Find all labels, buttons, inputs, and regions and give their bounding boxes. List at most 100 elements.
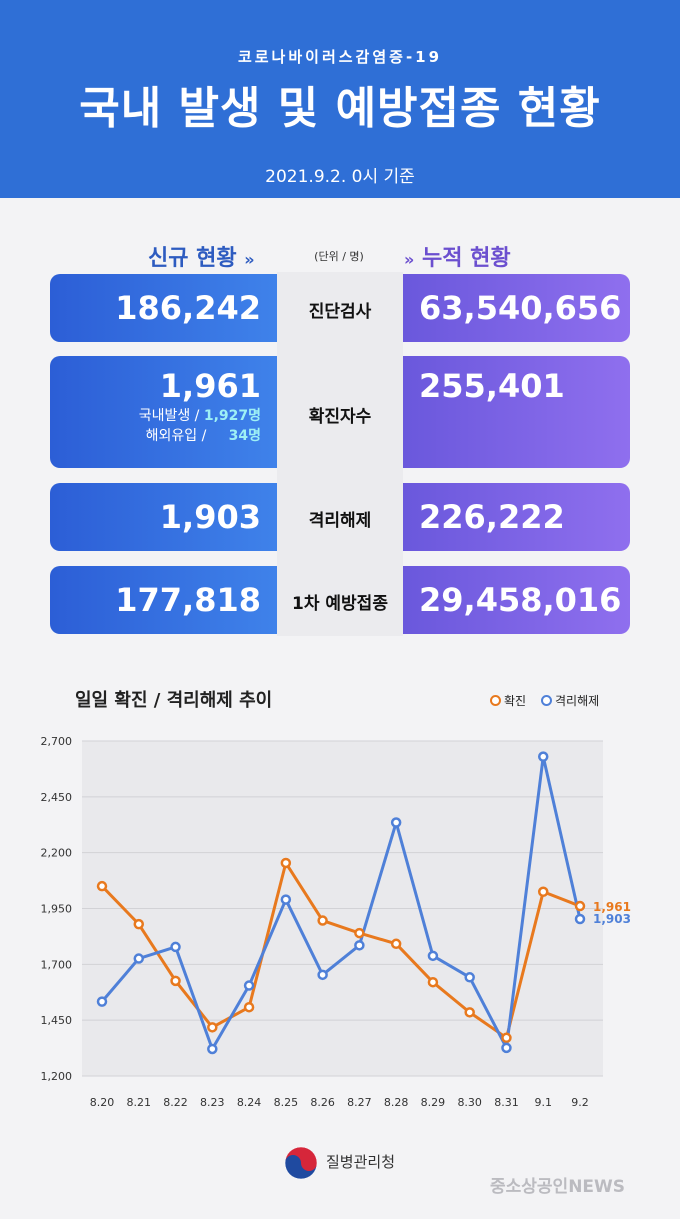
total-vaccination-value: 29,458,016 [419,581,622,619]
x-tick-label: 8.31 [494,1096,519,1109]
data-point-confirmed [464,1007,475,1018]
total-tests-card: 63,540,656 [403,274,630,342]
y-tick-label: 1,950 [41,903,73,916]
x-tick-label: 8.30 [457,1096,482,1109]
legend-confirmed-label: 확진 [504,694,527,708]
total-released-card: 226,222 [403,483,630,551]
label-column [277,272,403,636]
y-tick-label: 1,200 [41,1070,73,1083]
data-point-confirmed [537,886,549,897]
x-tick-label: 8.28 [384,1096,409,1109]
row-label-confirmed: 확진자수 [308,407,372,427]
domestic-breakdown: 국내발생 / 1,927명 [50,406,261,426]
series-line-confirmed [100,861,581,1040]
row-label-released: 격리해제 [308,511,372,531]
footer-org: 질병관리청 [326,1153,396,1171]
data-point-confirmed [390,938,402,950]
total-vaccination-card: 29,458,016 [403,566,630,634]
x-tick-label: 8.29 [421,1096,446,1109]
chart-title: 일일 확진 / 격리해제 추이 [75,690,273,711]
x-tick-label: 8.26 [310,1096,335,1109]
overseas-label: 해외유입 / [145,428,207,444]
data-point-confirmed [170,975,181,987]
data-point-released [464,972,475,983]
data-point-confirmed [317,915,328,926]
data-point-confirmed [133,918,145,930]
x-tick-label: 8.23 [200,1096,225,1109]
data-point-released [501,1042,512,1054]
new-confirmed-card: 1,961 국내발생 / 1,927명 해외유입 / 34명 [50,356,277,468]
data-point-confirmed [280,857,292,869]
x-tick-label: 8.22 [163,1096,188,1109]
total-confirmed-value: 255,401 [419,367,565,405]
new-tests-value: 186,242 [115,289,261,327]
total-confirmed-card: 255,401 [403,356,630,468]
new-vaccination-card: 177,818 [50,566,277,634]
government-emblem-icon [284,1146,318,1180]
x-tick-label: 8.20 [90,1096,115,1109]
x-tick-label: 9.1 [534,1096,552,1109]
data-point-confirmed [96,880,108,892]
domestic-value: 1,927명 [203,408,261,424]
x-tick-label: 8.25 [274,1096,299,1109]
header-date: 2021.9.2. 0시 기준 [265,167,415,187]
data-point-released [427,950,439,962]
row-label-vaccination: 1차 예방접종 [292,594,388,614]
data-point-confirmed [427,976,439,988]
data-point-confirmed [354,927,365,939]
y-tick-label: 2,200 [41,847,73,860]
data-point-released [354,940,365,951]
unit-label: (단위 / 명) [314,250,364,263]
new-vaccination-value: 177,818 [115,581,261,619]
total-tests-value: 63,540,656 [419,289,622,327]
page-title: 국내 발생 및 예방접종 현황 [79,83,601,134]
plot-area [82,741,603,1076]
domestic-label: 국내발생 / [138,408,200,424]
row-label-tests: 진단검사 [308,302,372,322]
data-point-confirmed [207,1022,218,1033]
legend-confirmed: 확진 [490,692,526,709]
y-tick-label: 2,450 [41,791,73,804]
data-point-confirmed [243,1001,255,1013]
cumulative-status-title: » 누적 현황 [404,240,511,272]
legend-confirmed-marker [490,695,501,706]
cumulative-status-label: 누적 현황 [422,246,511,271]
legend-released-label: 격리해제 [555,694,600,708]
new-released-card: 1,903 [50,483,277,551]
y-tick-label: 1,700 [41,958,73,971]
data-point-released [537,751,549,762]
data-point-released [96,996,108,1007]
data-point-released [317,969,328,981]
data-point-released [574,913,586,925]
data-point-released [170,941,181,953]
overseas-value: 34명 [228,428,261,444]
y-tick-label: 2,700 [41,735,73,748]
data-point-released [390,817,402,828]
new-confirmed-value: 1,961 [159,367,261,405]
chevron-down-icon: » [244,250,255,269]
x-tick-label: 9.2 [571,1096,589,1109]
end-label-confirmed: 1,961 [593,900,631,914]
source-watermark: 중소상공인NEWS [490,1177,626,1197]
new-status-title: 신규 현황 » [148,240,255,272]
header-banner: 코로나바이러스감염증-19 국내 발생 및 예방접종 현황 2021.9.2. … [0,0,680,198]
y-tick-label: 1,450 [41,1014,73,1027]
new-status-label: 신규 현황 [148,246,237,271]
data-point-released [207,1043,218,1055]
new-tests-card: 186,242 [50,274,277,342]
data-point-released [280,894,292,905]
new-released-value: 1,903 [159,498,261,536]
x-tick-label: 8.21 [127,1096,152,1109]
legend-released: 격리해제 [541,692,599,709]
chevron-down-icon: » [404,250,415,269]
data-point-released [243,980,255,991]
x-tick-label: 8.24 [237,1096,262,1109]
end-label-released: 1,903 [593,912,631,926]
header-subtitle: 코로나바이러스감염증-19 [237,48,443,66]
legend-released-marker [541,695,552,706]
data-point-confirmed [501,1032,512,1044]
series-line-released [100,755,582,1051]
total-released-value: 226,222 [419,498,565,536]
overseas-breakdown: 해외유입 / 34명 [50,426,261,446]
data-point-released [133,953,145,964]
